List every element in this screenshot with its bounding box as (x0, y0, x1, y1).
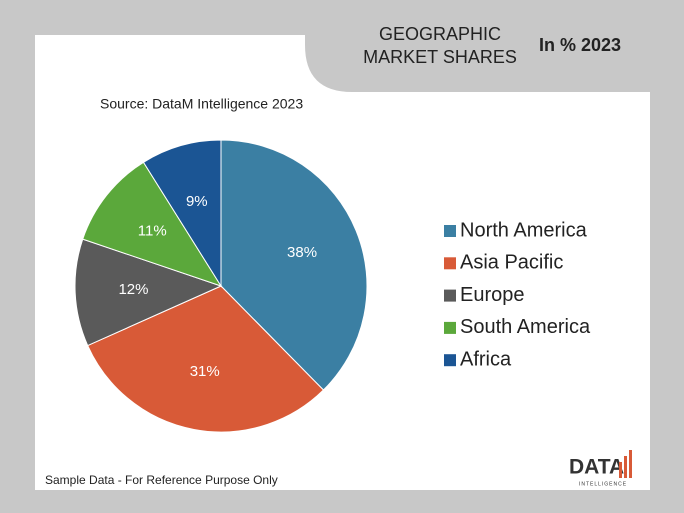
pie-slice (74, 238, 223, 347)
legend-label: North America (460, 219, 588, 241)
data-label: 38% (287, 244, 317, 261)
logo-tagline: INTELLIGENCE (579, 481, 627, 487)
logo-bar (629, 450, 632, 478)
legend-label: Asia Pacific (460, 252, 563, 274)
data-label: 11% (138, 223, 167, 240)
chart-title: MARKET SHARES (363, 47, 517, 67)
logo-text: DATA (569, 456, 624, 479)
pie-slice (87, 285, 325, 433)
data-label: 31% (190, 363, 220, 380)
legend-label: Europe (460, 284, 525, 306)
legend-swatch (444, 225, 456, 237)
legend-swatch (444, 257, 456, 270)
logo-bar (619, 462, 622, 478)
source: Source: DataM Intelligence 2023 (100, 96, 303, 112)
legend-label: South America (460, 316, 591, 338)
data-label: 9% (186, 193, 208, 210)
logo: DATA INTELLIGENCE (569, 450, 632, 487)
pie-slice (220, 139, 368, 391)
title-tab (305, 0, 684, 92)
pie-slice (142, 139, 222, 288)
legend-label: Africa (460, 348, 512, 370)
pie-slice (82, 161, 223, 287)
chart-subtitle: In % 2023 (539, 35, 621, 55)
logo-bar (624, 456, 627, 478)
legend-swatch (444, 289, 456, 302)
legend-swatch (444, 354, 456, 367)
chart-title: GEOGRAPHIC (379, 24, 501, 44)
legend-swatch (444, 321, 456, 334)
footnote: Sample Data - For Reference Purpose Only (45, 473, 278, 487)
data-label: 12% (118, 281, 148, 298)
